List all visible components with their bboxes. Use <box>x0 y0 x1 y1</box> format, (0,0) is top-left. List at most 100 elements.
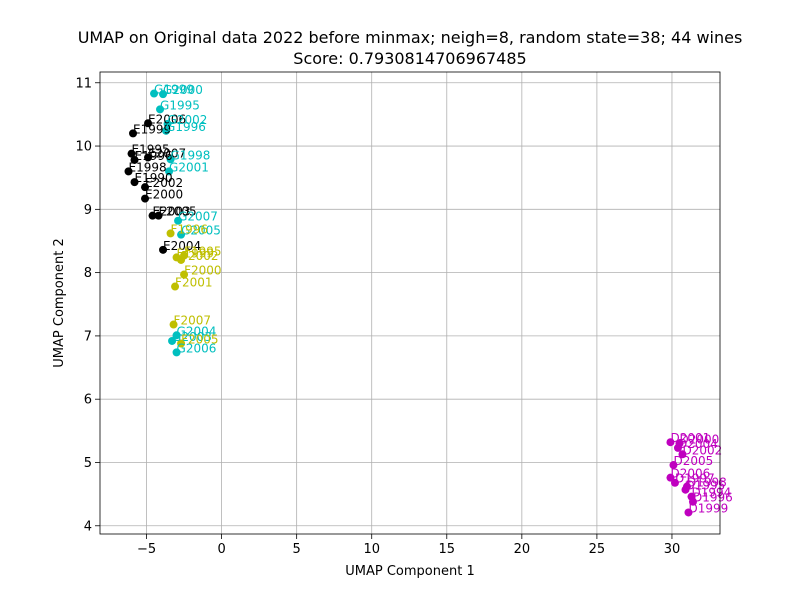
point-label-f1996: F1996 <box>171 222 208 236</box>
data-point-e2000 <box>141 194 150 203</box>
data-point-e2002 <box>141 183 150 192</box>
point-label-g2005: G2005 <box>181 224 221 238</box>
point-label-f2002: F2002 <box>181 249 218 263</box>
x-tick-label: 0 <box>217 542 225 557</box>
point-label-f2001: F2001 <box>175 276 212 290</box>
data-point-e1995 <box>127 149 136 158</box>
y-tick-label: 7 <box>84 329 92 344</box>
x-tick-label: 20 <box>514 542 531 557</box>
point-label-e2005: E2005 <box>159 205 197 219</box>
data-point-g1996 <box>162 126 171 135</box>
point-label-g2002: G2002 <box>168 113 208 127</box>
point-label-e2000: E2000 <box>145 188 183 202</box>
data-point-g1999 <box>150 89 159 98</box>
data-point-d2005 <box>669 461 678 470</box>
point-label-g1995: G1995 <box>160 98 200 112</box>
data-point-d2001 <box>666 438 675 447</box>
data-point-e1996 <box>130 155 139 164</box>
point-label-g2007: G2007 <box>178 210 218 224</box>
point-label-d2005: D2005 <box>673 454 713 468</box>
x-tick-label: 5 <box>293 542 301 557</box>
data-point-e2004 <box>159 245 168 254</box>
point-label-d2000: D2000 <box>679 432 719 446</box>
point-label-d1997: D1997 <box>675 472 715 486</box>
point-label-d1995: D1995 <box>685 479 725 493</box>
point-label-f1999: F1999 <box>177 246 214 260</box>
point-label-e1996: E1996 <box>135 149 173 163</box>
point-label-g2001: G2001 <box>169 160 209 174</box>
x-tick-label: 15 <box>439 542 456 557</box>
point-label-e2003: E2003 <box>153 205 191 219</box>
chart-subtitle: Score: 0.7930814706967485 <box>293 49 526 68</box>
y-tick-label: 5 <box>84 456 92 471</box>
data-point-g2003 <box>168 336 177 345</box>
plot-area-frame <box>99 71 721 535</box>
data-point-e1998 <box>124 167 133 176</box>
data-point-d1996 <box>688 497 697 506</box>
point-label-f1995: F1995 <box>184 245 221 259</box>
data-point-f2000 <box>180 270 189 279</box>
point-label-f2000: F2000 <box>184 264 221 278</box>
y-axis-label: UMAP Component 2 <box>52 238 67 367</box>
point-label-d2002: D2002 <box>682 443 722 457</box>
data-point-g2000 <box>159 90 168 99</box>
grid-lines <box>100 72 720 534</box>
point-label-e2002: E2002 <box>145 176 183 190</box>
chart-title: UMAP on Original data 2022 before minmax… <box>78 28 743 47</box>
point-label-d1994: D1994 <box>691 486 731 500</box>
data-point-g2001 <box>165 167 174 176</box>
data-point-g2007 <box>174 216 183 225</box>
point-label-g2006: G2006 <box>177 341 217 355</box>
point-label-f2007: F2007 <box>174 314 211 328</box>
point-label-d1996: D1996 <box>693 491 733 505</box>
point-label-f2005: F2005 <box>181 333 218 347</box>
data-point-d1999 <box>684 508 693 517</box>
data-points <box>124 89 697 517</box>
data-point-e2006 <box>144 119 153 128</box>
point-label-d2006: D2006 <box>670 467 710 481</box>
point-label-d2004: D2004 <box>678 437 718 451</box>
point-label-g2003: G2003 <box>172 330 212 344</box>
data-point-d1995 <box>681 485 690 494</box>
y-tick-label: 9 <box>84 203 92 218</box>
x-tick-label: 30 <box>664 542 681 557</box>
x-tick-label: 10 <box>363 542 380 557</box>
data-point-f2002 <box>177 255 186 264</box>
data-point-e2003 <box>148 211 157 220</box>
point-label-d1999: D1999 <box>688 501 728 515</box>
data-point-d2004 <box>673 443 682 452</box>
data-point-e1990 <box>130 178 139 187</box>
data-point-g2004 <box>172 331 181 340</box>
point-label-e2004: E2004 <box>163 239 201 253</box>
y-tick-label: 6 <box>84 393 92 408</box>
data-point-f2007 <box>169 320 178 329</box>
point-label-e1999: E1999 <box>133 122 171 136</box>
y-tick-label: 4 <box>84 519 92 534</box>
data-point-e2007 <box>144 153 153 162</box>
data-point-g2002 <box>163 119 172 128</box>
point-label-e1990: E1990 <box>135 171 173 185</box>
point-label-g1999: G1999 <box>154 83 194 97</box>
axis-ticks: −5 0 5 10 15 20 25 30 4 5 6 7 8 9 10 11 <box>75 76 680 557</box>
x-tick-label: −5 <box>137 542 156 557</box>
data-point-e1999 <box>129 129 138 138</box>
point-label-g1998: G1998 <box>171 148 211 162</box>
x-tick-label: 25 <box>589 542 606 557</box>
point-label-e2006: E2006 <box>148 112 186 126</box>
point-label-g2000: G2000 <box>163 83 203 97</box>
y-tick-label: 10 <box>75 140 92 155</box>
y-tick-label: 8 <box>84 266 92 281</box>
y-tick-label: 11 <box>75 76 92 91</box>
point-label-g2004: G2004 <box>177 324 217 338</box>
x-axis-label: UMAP Component 1 <box>345 564 474 579</box>
point-label-g1996: G1996 <box>166 120 206 134</box>
point-label-d1998: D1998 <box>687 476 727 490</box>
data-point-e2005 <box>154 211 163 220</box>
point-label-d2001: D2001 <box>670 431 710 445</box>
data-point-d1997 <box>670 478 679 487</box>
point-label-e2007: E2007 <box>148 146 186 160</box>
data-point-g2006 <box>172 348 181 357</box>
data-point-d2002 <box>678 450 687 459</box>
